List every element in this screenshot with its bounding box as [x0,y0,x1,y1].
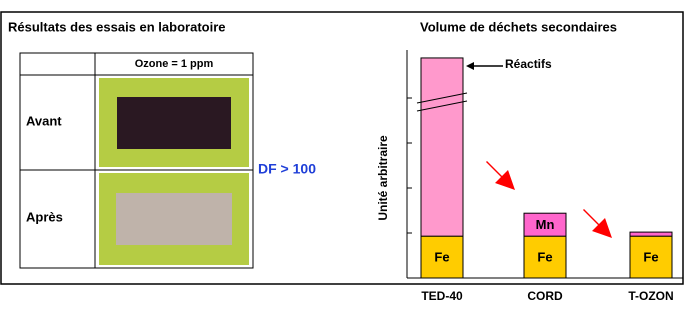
red-arrow [486,161,515,190]
row-label: Après [26,209,63,224]
row-label: Avant [26,113,62,128]
df-annotation: DF > 100 [258,161,316,177]
annotation-arrowhead [466,62,474,70]
segment-label: Mn [536,217,555,232]
annotation-label: Réactifs [505,57,552,71]
x-tick-label: TED-40 [421,289,463,303]
segment-label: Fe [434,250,449,265]
bar-segment [630,232,672,236]
page: Résultats des essais en laboratoire Ozon… [0,0,685,307]
y-axis-label: Unité arbitraire [376,135,390,221]
segment-label: Fe [643,250,658,265]
red-arrow [583,209,612,238]
bar-segment [421,58,463,236]
x-tick-label: CORD [527,289,563,303]
chart-title: Volume de déchets secondaires [420,19,617,34]
sample-light [116,193,232,245]
segment-label: Fe [537,250,552,265]
x-tick-label: T-OZON [628,289,673,303]
results-table: Ozone = 1 ppm Avant Après [20,53,253,268]
panel-title: Résultats des essais en laboratoire [8,19,225,34]
sample-dark [117,97,231,149]
table-header: Ozone = 1 ppm [135,58,214,70]
